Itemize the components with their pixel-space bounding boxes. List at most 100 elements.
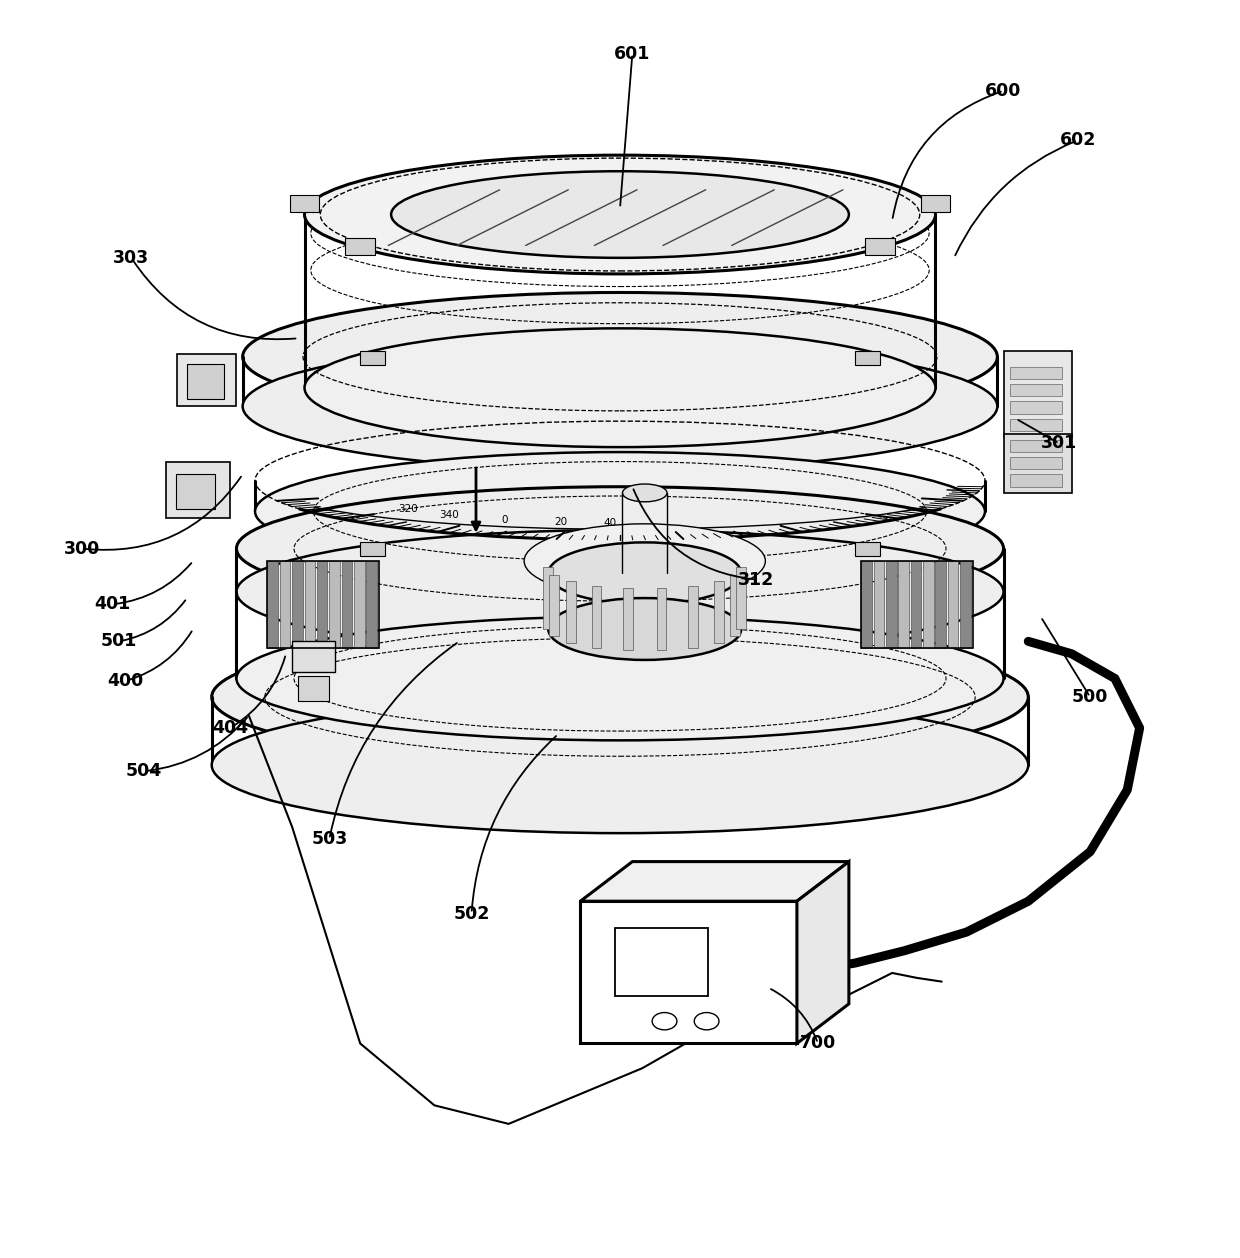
Bar	[874, 561, 884, 648]
FancyArrowPatch shape	[893, 92, 1001, 218]
Bar	[187, 365, 224, 399]
Bar	[290, 195, 320, 213]
Bar	[1009, 419, 1061, 431]
Bar	[960, 561, 971, 648]
FancyArrowPatch shape	[330, 643, 456, 837]
Bar	[1009, 440, 1061, 452]
Bar	[866, 238, 895, 255]
Text: 340: 340	[439, 509, 459, 520]
Text: 501: 501	[100, 633, 138, 650]
Bar	[1009, 367, 1061, 379]
FancyArrowPatch shape	[122, 600, 185, 640]
FancyArrowPatch shape	[115, 564, 191, 604]
Text: 20: 20	[554, 517, 568, 527]
Bar	[360, 351, 384, 366]
Bar	[656, 589, 666, 650]
Bar	[330, 561, 340, 648]
Ellipse shape	[548, 542, 742, 604]
Bar	[615, 928, 708, 996]
Bar	[1009, 384, 1061, 396]
Bar	[543, 567, 553, 629]
Ellipse shape	[237, 487, 1003, 610]
Bar	[176, 474, 216, 509]
Ellipse shape	[243, 292, 997, 421]
Ellipse shape	[652, 1013, 677, 1030]
Bar	[862, 561, 972, 648]
Text: 700: 700	[800, 1034, 836, 1053]
Bar	[898, 561, 909, 648]
FancyArrowPatch shape	[133, 260, 295, 340]
Ellipse shape	[391, 171, 849, 258]
FancyArrowPatch shape	[1042, 619, 1089, 694]
Text: 40: 40	[604, 518, 616, 528]
Bar	[1009, 457, 1061, 469]
Text: 312: 312	[738, 571, 774, 589]
Text: 503: 503	[311, 830, 347, 848]
Bar	[1003, 434, 1071, 493]
Polygon shape	[580, 862, 849, 901]
FancyArrowPatch shape	[771, 989, 817, 1040]
FancyArrowPatch shape	[146, 718, 247, 771]
Ellipse shape	[212, 697, 1028, 833]
Text: 600: 600	[986, 82, 1022, 99]
Bar	[1009, 401, 1061, 414]
Ellipse shape	[212, 629, 1028, 765]
Ellipse shape	[525, 523, 765, 598]
Bar	[887, 561, 897, 648]
FancyArrowPatch shape	[634, 489, 754, 579]
Bar	[714, 581, 724, 643]
Bar	[910, 561, 921, 648]
Text: 502: 502	[454, 905, 490, 922]
Bar	[1003, 351, 1071, 438]
Ellipse shape	[694, 1013, 719, 1030]
Bar	[345, 238, 374, 255]
Bar	[688, 586, 698, 648]
Bar	[565, 581, 575, 643]
Ellipse shape	[237, 616, 1003, 741]
Bar	[920, 195, 950, 213]
Ellipse shape	[548, 598, 742, 660]
Bar	[1009, 474, 1061, 487]
Bar	[947, 561, 959, 648]
Text: 602: 602	[1060, 131, 1096, 150]
Text: 401: 401	[94, 595, 131, 613]
Text: 300: 300	[63, 540, 100, 557]
Bar	[737, 567, 746, 629]
FancyArrowPatch shape	[233, 657, 285, 727]
Ellipse shape	[255, 452, 985, 571]
Bar	[360, 542, 384, 556]
Bar	[856, 351, 880, 366]
Bar	[305, 561, 315, 648]
Bar	[353, 561, 365, 648]
Text: 303: 303	[113, 249, 149, 267]
Text: 301: 301	[1042, 434, 1078, 453]
Bar	[622, 589, 632, 650]
Bar	[293, 561, 303, 648]
Text: 400: 400	[107, 672, 144, 689]
FancyArrowPatch shape	[471, 736, 556, 911]
Bar	[862, 561, 872, 648]
Text: 504: 504	[125, 762, 161, 780]
Text: 500: 500	[1071, 688, 1109, 706]
Ellipse shape	[622, 484, 667, 502]
Ellipse shape	[243, 342, 997, 470]
Bar	[856, 542, 880, 556]
Bar	[317, 561, 327, 648]
Bar	[268, 561, 278, 648]
Text: 601: 601	[614, 45, 651, 63]
Bar	[935, 561, 946, 648]
Bar	[268, 561, 378, 648]
Ellipse shape	[305, 155, 935, 274]
Bar	[923, 561, 934, 648]
Text: 404: 404	[212, 720, 248, 737]
Bar	[730, 575, 740, 637]
Polygon shape	[797, 862, 849, 1043]
Text: 320: 320	[398, 504, 418, 515]
Ellipse shape	[305, 328, 935, 447]
Bar	[342, 561, 352, 648]
Ellipse shape	[237, 530, 1003, 654]
Bar	[580, 901, 797, 1043]
FancyArrowPatch shape	[620, 57, 632, 205]
Bar	[177, 355, 237, 406]
Bar	[549, 575, 559, 637]
